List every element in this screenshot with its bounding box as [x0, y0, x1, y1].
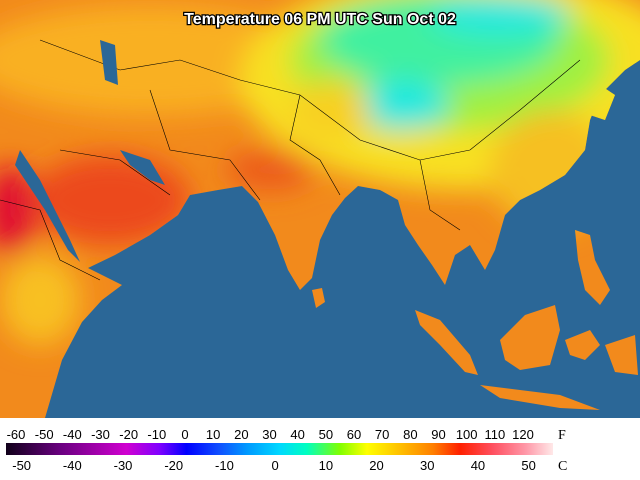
fahrenheit-tick: 0 — [181, 427, 188, 442]
fahrenheit-tick: -50 — [35, 427, 54, 442]
caspian-sea — [100, 40, 118, 85]
fahrenheit-tick: 30 — [262, 427, 276, 442]
fahrenheit-tick: 40 — [290, 427, 304, 442]
fahrenheit-tick: -20 — [119, 427, 138, 442]
fahrenheit-tick: 110 — [484, 427, 505, 442]
celsius-tick: -40 — [63, 458, 82, 473]
fahrenheit-tick: 20 — [234, 427, 248, 442]
fahrenheit-tick: 80 — [403, 427, 417, 442]
persian-gulf — [120, 150, 165, 185]
fahrenheit-tick: 60 — [347, 427, 361, 442]
fahrenheit-tick: 90 — [431, 427, 445, 442]
fahrenheit-tick: 50 — [319, 427, 333, 442]
celsius-tick: 30 — [420, 458, 434, 473]
celsius-tick: 0 — [272, 458, 279, 473]
fahrenheit-tick: 10 — [206, 427, 220, 442]
fahrenheit-tick: -30 — [91, 427, 110, 442]
color-scale-bar — [6, 443, 553, 455]
map-title: Temperature 06 PM UTC Sun Oct 02 — [184, 11, 456, 28]
unit-label: C — [558, 459, 567, 474]
celsius-tick: 40 — [471, 458, 485, 473]
celsius-tick: -50 — [12, 458, 31, 473]
celsius-tick: -30 — [114, 458, 133, 473]
fahrenheit-tick: -40 — [63, 427, 82, 442]
fahrenheit-tick: 120 — [512, 427, 534, 442]
fahrenheit-tick: 70 — [375, 427, 389, 442]
celsius-tick: -10 — [215, 458, 234, 473]
fahrenheit-tick: -10 — [147, 427, 166, 442]
fahrenheit-tick: 100 — [456, 427, 478, 442]
unit-label: F — [558, 428, 566, 443]
red-sea — [15, 150, 80, 262]
fahrenheit-tick: -60 — [7, 427, 26, 442]
celsius-tick: -20 — [164, 458, 183, 473]
celsius-tick: 10 — [319, 458, 333, 473]
celsius-tick: 20 — [369, 458, 383, 473]
celsius-tick: 50 — [521, 458, 535, 473]
